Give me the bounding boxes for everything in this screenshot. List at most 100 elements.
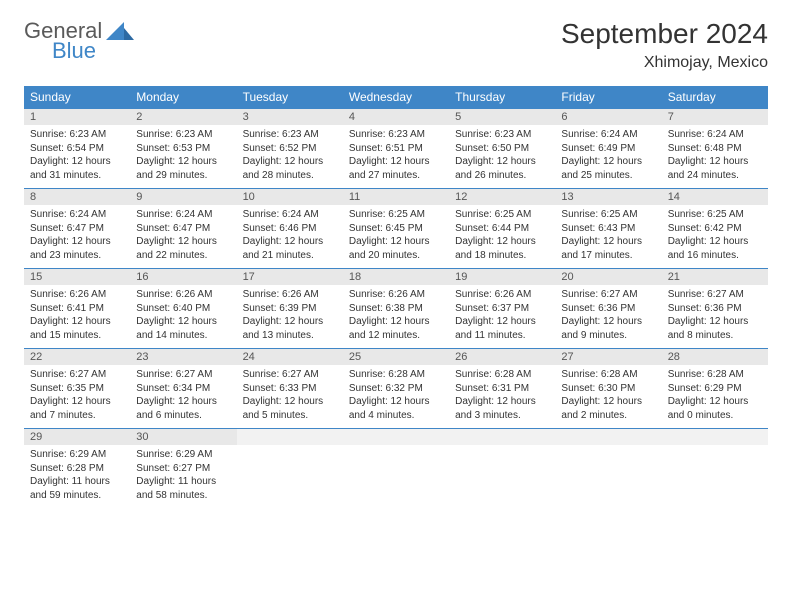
day-details: Sunrise: 6:26 AMSunset: 6:41 PMDaylight:… [24,285,130,348]
day-details: Sunrise: 6:28 AMSunset: 6:32 PMDaylight:… [343,365,449,428]
sunset-text: Sunset: 6:35 PM [30,382,124,396]
calendar-day-cell [662,429,768,509]
daylight-line1: Daylight: 12 hours [561,395,655,409]
sunset-text: Sunset: 6:48 PM [668,142,762,156]
weekday-header: Wednesday [343,86,449,109]
sunset-text: Sunset: 6:36 PM [668,302,762,316]
calendar-day-cell: 14Sunrise: 6:25 AMSunset: 6:42 PMDayligh… [662,189,768,269]
day-number: 9 [130,189,236,205]
daylight-line1: Daylight: 11 hours [136,475,230,489]
daylight-line2: and 21 minutes. [243,249,337,263]
sunrise-text: Sunrise: 6:27 AM [136,368,230,382]
sunset-text: Sunset: 6:50 PM [455,142,549,156]
calendar-day-cell: 13Sunrise: 6:25 AMSunset: 6:43 PMDayligh… [555,189,661,269]
day-details: Sunrise: 6:27 AMSunset: 6:36 PMDaylight:… [662,285,768,348]
daylight-line2: and 18 minutes. [455,249,549,263]
sunset-text: Sunset: 6:44 PM [455,222,549,236]
day-number: 22 [24,349,130,365]
daylight-line2: and 6 minutes. [136,409,230,423]
sunrise-text: Sunrise: 6:25 AM [455,208,549,222]
brand-text: General Blue [24,18,102,64]
daylight-line1: Daylight: 12 hours [668,315,762,329]
calendar-day-cell: 3Sunrise: 6:23 AMSunset: 6:52 PMDaylight… [237,109,343,189]
sunrise-text: Sunrise: 6:24 AM [243,208,337,222]
header: General Blue September 2024 Xhimojay, Me… [24,18,768,72]
calendar-day-cell: 15Sunrise: 6:26 AMSunset: 6:41 PMDayligh… [24,269,130,349]
sunset-text: Sunset: 6:31 PM [455,382,549,396]
sunrise-text: Sunrise: 6:25 AM [349,208,443,222]
daylight-line2: and 11 minutes. [455,329,549,343]
calendar-day-cell: 27Sunrise: 6:28 AMSunset: 6:30 PMDayligh… [555,349,661,429]
daylight-line1: Daylight: 12 hours [136,155,230,169]
calendar-day-cell: 11Sunrise: 6:25 AMSunset: 6:45 PMDayligh… [343,189,449,269]
sunset-text: Sunset: 6:27 PM [136,462,230,476]
brand-logo: General Blue [24,18,134,64]
sunset-text: Sunset: 6:36 PM [561,302,655,316]
sunset-text: Sunset: 6:47 PM [136,222,230,236]
day-details: Sunrise: 6:25 AMSunset: 6:45 PMDaylight:… [343,205,449,268]
calendar-day-cell [237,429,343,509]
daylight-line2: and 16 minutes. [668,249,762,263]
sunrise-text: Sunrise: 6:23 AM [30,128,124,142]
daylight-line2: and 8 minutes. [668,329,762,343]
daylight-line1: Daylight: 12 hours [243,155,337,169]
calendar-day-cell [343,429,449,509]
day-number: 24 [237,349,343,365]
calendar-body: 1Sunrise: 6:23 AMSunset: 6:54 PMDaylight… [24,109,768,509]
sunset-text: Sunset: 6:37 PM [455,302,549,316]
sunrise-text: Sunrise: 6:28 AM [668,368,762,382]
day-details: Sunrise: 6:28 AMSunset: 6:29 PMDaylight:… [662,365,768,428]
sunset-text: Sunset: 6:43 PM [561,222,655,236]
sunset-text: Sunset: 6:46 PM [243,222,337,236]
sunset-text: Sunset: 6:29 PM [668,382,762,396]
calendar-day-cell: 29Sunrise: 6:29 AMSunset: 6:28 PMDayligh… [24,429,130,509]
daylight-line2: and 25 minutes. [561,169,655,183]
sunset-text: Sunset: 6:28 PM [30,462,124,476]
daylight-line2: and 28 minutes. [243,169,337,183]
daylight-line1: Daylight: 12 hours [243,315,337,329]
calendar-day-cell: 28Sunrise: 6:28 AMSunset: 6:29 PMDayligh… [662,349,768,429]
daylight-line1: Daylight: 12 hours [349,235,443,249]
day-details: Sunrise: 6:23 AMSunset: 6:53 PMDaylight:… [130,125,236,188]
sunset-text: Sunset: 6:47 PM [30,222,124,236]
weekday-header: Sunday [24,86,130,109]
day-number: 14 [662,189,768,205]
daylight-line1: Daylight: 12 hours [243,395,337,409]
sunrise-text: Sunrise: 6:28 AM [349,368,443,382]
day-number: 3 [237,109,343,125]
brand-word2: Blue [52,38,102,64]
day-details: Sunrise: 6:27 AMSunset: 6:35 PMDaylight:… [24,365,130,428]
daylight-line2: and 26 minutes. [455,169,549,183]
calendar-day-cell: 22Sunrise: 6:27 AMSunset: 6:35 PMDayligh… [24,349,130,429]
sunrise-text: Sunrise: 6:25 AM [561,208,655,222]
day-number: 7 [662,109,768,125]
sunset-text: Sunset: 6:34 PM [136,382,230,396]
day-number: 8 [24,189,130,205]
sunset-text: Sunset: 6:49 PM [561,142,655,156]
daylight-line1: Daylight: 12 hours [561,315,655,329]
day-number: 26 [449,349,555,365]
calendar-day-cell: 18Sunrise: 6:26 AMSunset: 6:38 PMDayligh… [343,269,449,349]
sunrise-text: Sunrise: 6:23 AM [243,128,337,142]
sunrise-text: Sunrise: 6:23 AM [349,128,443,142]
sunrise-text: Sunrise: 6:24 AM [561,128,655,142]
calendar-day-cell: 16Sunrise: 6:26 AMSunset: 6:40 PMDayligh… [130,269,236,349]
location-label: Xhimojay, Mexico [561,54,768,72]
calendar-day-cell: 26Sunrise: 6:28 AMSunset: 6:31 PMDayligh… [449,349,555,429]
page-title: September 2024 [561,18,768,50]
day-details: Sunrise: 6:29 AMSunset: 6:27 PMDaylight:… [130,445,236,508]
weekday-header: Friday [555,86,661,109]
day-details: Sunrise: 6:23 AMSunset: 6:52 PMDaylight:… [237,125,343,188]
daylight-line1: Daylight: 11 hours [30,475,124,489]
day-number: 15 [24,269,130,285]
sunrise-text: Sunrise: 6:24 AM [668,128,762,142]
calendar-day-cell: 25Sunrise: 6:28 AMSunset: 6:32 PMDayligh… [343,349,449,429]
daylight-line1: Daylight: 12 hours [668,155,762,169]
day-details: Sunrise: 6:24 AMSunset: 6:48 PMDaylight:… [662,125,768,188]
day-details: Sunrise: 6:27 AMSunset: 6:36 PMDaylight:… [555,285,661,348]
daylight-line2: and 31 minutes. [30,169,124,183]
day-number: 27 [555,349,661,365]
day-number: 16 [130,269,236,285]
day-details: Sunrise: 6:24 AMSunset: 6:46 PMDaylight:… [237,205,343,268]
sunset-text: Sunset: 6:42 PM [668,222,762,236]
